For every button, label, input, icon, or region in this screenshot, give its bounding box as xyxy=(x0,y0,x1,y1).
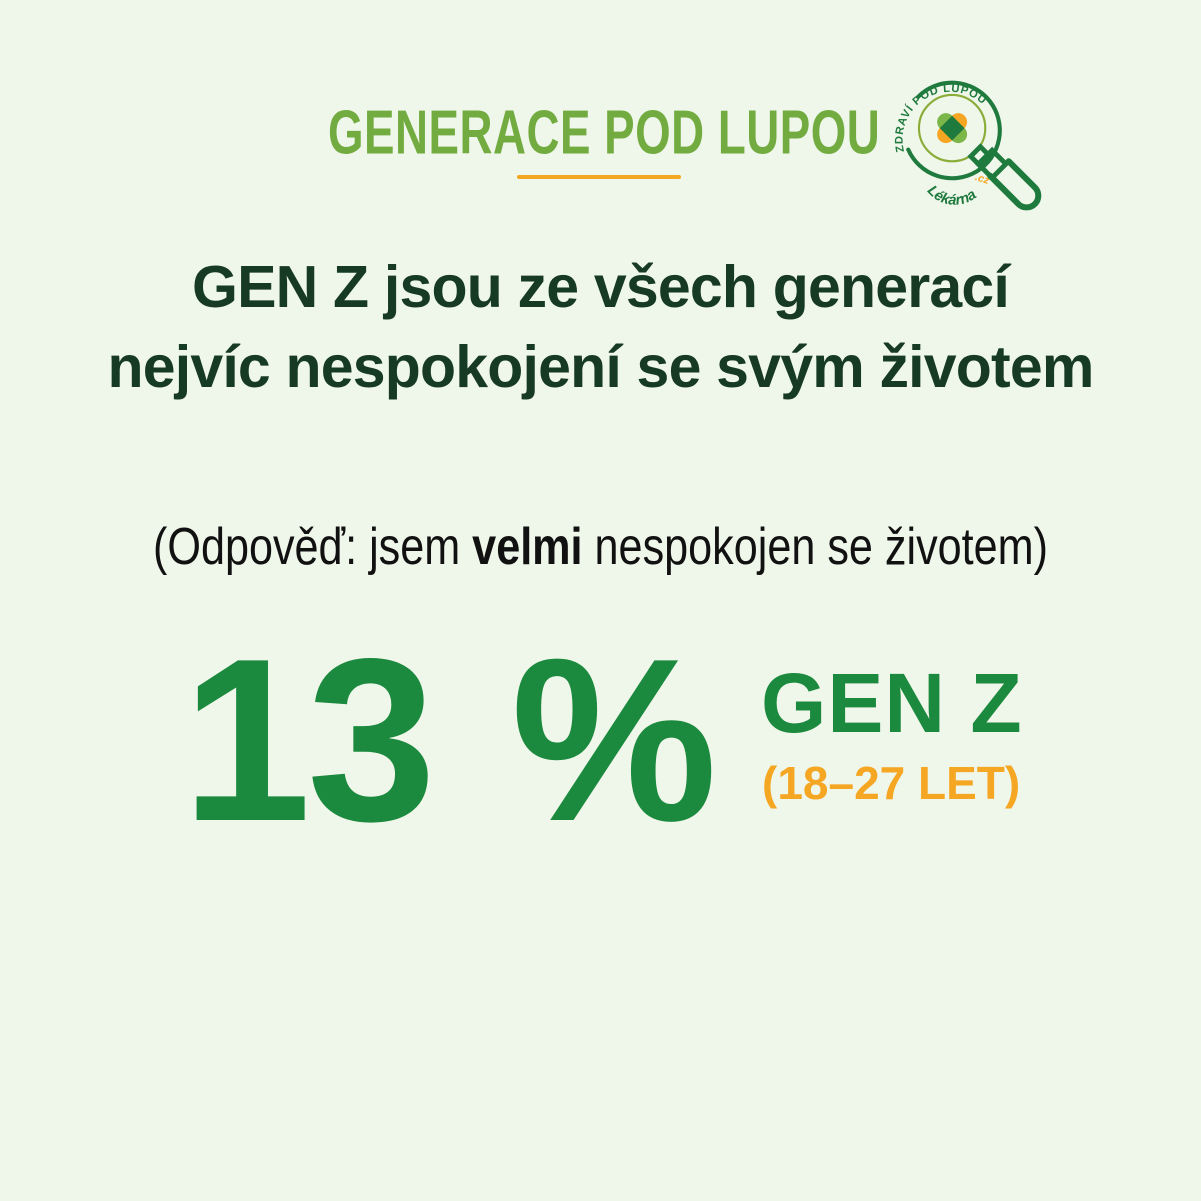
svg-text:Lékárna: Lékárna xyxy=(924,183,980,209)
